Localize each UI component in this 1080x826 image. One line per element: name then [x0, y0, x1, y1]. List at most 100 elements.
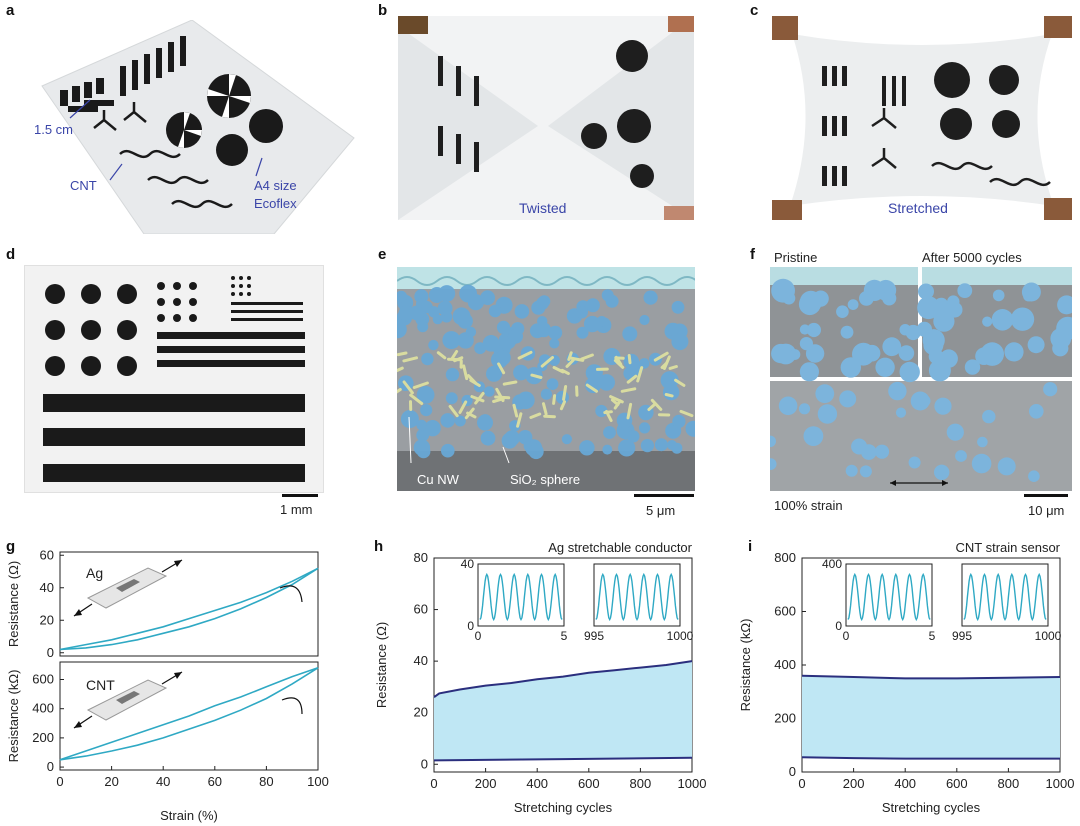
sio2-sphere [420, 404, 433, 417]
sio2-sphere [445, 392, 458, 405]
sio2-sphere [495, 350, 511, 366]
chart-g: 0 20 40 60 Ag Resistance (Ω) 0 20 40 60 80 100 0 200 4… [6, 547, 329, 823]
sio2-sphere [928, 359, 951, 382]
sio2-sphere [480, 430, 496, 446]
scalebar-e [634, 494, 694, 497]
h-xtick-label: 400 [526, 776, 548, 791]
g-cnt-xtick-label: 60 [208, 774, 222, 789]
sio2-sphere [908, 456, 921, 469]
i-inset-bg [845, 563, 933, 627]
i-xtick-label: 400 [894, 776, 916, 791]
sio2-sphere [806, 322, 821, 338]
sio2-sphere [437, 300, 453, 316]
cu-nanowire [650, 398, 663, 411]
panel-letter-b: b [378, 2, 388, 19]
sio2-sphere [445, 367, 460, 382]
panel-e-photo [397, 267, 695, 491]
cu-nanowire [497, 362, 506, 375]
g-ag-device-trace [116, 579, 140, 592]
sio2-sphere [540, 388, 552, 400]
sio2-sphere [576, 326, 589, 339]
sio2-sphere [840, 325, 854, 339]
cu-nanowire [494, 395, 511, 400]
i-xtick-label: 200 [843, 776, 865, 791]
scalebar-f-label: 10 μm [1028, 503, 1065, 518]
h-fill-area [434, 661, 692, 761]
sio2-sphere [982, 409, 996, 424]
cu-nanowire [466, 374, 478, 385]
cu-nanowire [409, 393, 424, 405]
h-inset-bg [477, 563, 565, 627]
cu-nanowire [552, 394, 557, 405]
i-fill-area [802, 675, 1060, 759]
sio2-sphere [561, 434, 572, 445]
h-ytick-label: 20 [414, 705, 428, 720]
sio2-sphere [585, 377, 602, 394]
panel-a-photo [24, 20, 364, 234]
sio2-sphere [836, 305, 849, 318]
panel-letter-a: a [6, 2, 15, 19]
sio2-sphere [840, 357, 861, 378]
i-inset-ytick-label: 400 [822, 557, 842, 571]
chart-i: 0 200 400 600 800 1000 0 200 400 600 800 CNT strain… [738, 540, 1074, 815]
g-ag-arrowhead [174, 560, 182, 567]
label-twisted: Twisted [519, 200, 567, 216]
i-ytick-label: 600 [774, 604, 796, 619]
sio2-sphere [671, 300, 685, 314]
sio2-sphere [417, 321, 429, 333]
sio2-sphere [546, 378, 559, 390]
g-cnt-xtick-label: 100 [307, 774, 329, 789]
g-cnt-unloading-line [59, 667, 319, 761]
cu-nanowire [453, 356, 464, 363]
sio2-sphere [789, 349, 801, 360]
i-inset-oscillation [963, 572, 1047, 622]
sio2-sphere [643, 290, 658, 305]
sio2-sphere [601, 289, 614, 302]
i-inset-bg [961, 563, 1049, 627]
g-cnt-frame [59, 661, 319, 771]
sio2-sphere [1010, 307, 1035, 331]
cu-nanowire [530, 373, 543, 379]
sio2-sphere [484, 386, 495, 397]
sio2-sphere [685, 420, 695, 437]
label-a4-size: A4 size [254, 178, 297, 193]
sio2-sphere [627, 430, 640, 443]
sio2-sphere [496, 320, 511, 334]
h-ytick-label: 0 [421, 756, 428, 771]
g-cnt-label: CNT [86, 677, 115, 693]
sio2-sphere [513, 364, 529, 381]
sio2-sphere [888, 381, 907, 401]
sio2-sphere [663, 383, 680, 401]
sio2-sphere [584, 315, 601, 333]
sio2-sphere [397, 290, 408, 303]
sio2-sphere [1027, 336, 1045, 354]
i-xlabel: Stretching cycles [882, 800, 981, 815]
cu-nanowire [679, 409, 694, 418]
cu-nanowire [653, 351, 669, 362]
label-1p5cm: 1.5 cm [34, 122, 74, 137]
panel-letter-d: d [6, 246, 16, 263]
cu-nanowire [552, 366, 565, 374]
label-after-cycles: After 5000 cycles [922, 250, 1022, 265]
sio2-sphere [1029, 404, 1044, 419]
h-xtick-label: 1000 [678, 776, 707, 791]
sio2-sphere [548, 325, 563, 340]
i-title: CNT strain sensor [955, 540, 1060, 555]
g-cnt-arrowhead [174, 672, 182, 679]
label-cu-nw: Cu NW [417, 472, 459, 487]
h-xtick-label: 0 [430, 776, 437, 791]
i-inset-xtick-label: 995 [952, 629, 972, 643]
sio2-sphere [997, 457, 1016, 476]
cu-nanowire [664, 393, 674, 398]
sio2-sphere [467, 294, 484, 311]
sio2-sphere [771, 278, 795, 303]
g-ag-unloading-line [59, 567, 319, 651]
sio2-sphere [895, 407, 907, 418]
sio2-sphere [531, 300, 546, 315]
sio2-sphere [1028, 470, 1040, 482]
cu-nanowire [559, 400, 566, 411]
h-ytick-label: 40 [414, 653, 428, 668]
scalebar-e-label: 5 μm [646, 503, 676, 518]
cu-nanowire [397, 351, 408, 357]
cu-nanowire [610, 398, 620, 407]
